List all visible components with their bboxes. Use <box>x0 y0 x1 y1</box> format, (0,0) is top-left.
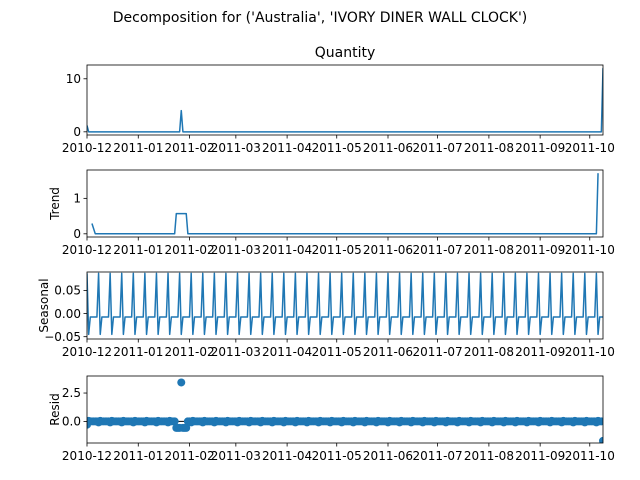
x-tick-label: 2011-07 <box>413 345 463 359</box>
x-tick-label: 2011-02 <box>164 243 214 257</box>
x-tick-label: 2011-09 <box>515 345 565 359</box>
series-line <box>91 173 599 235</box>
x-tick-label: 2011-03 <box>211 243 261 257</box>
y-tick-label: 0.00 <box>54 307 81 321</box>
y-tick-label: 0 <box>73 125 81 139</box>
x-tick-label: 2011-06 <box>363 345 413 359</box>
panel-title: Quantity <box>315 45 376 61</box>
x-tick-label: 2011-09 <box>515 449 565 463</box>
x-tick-label: 2011-10 <box>565 243 615 257</box>
y-tick-label: 0.05 <box>54 284 81 298</box>
figure-suptitle: Decomposition for ('Australia', 'IVORY D… <box>113 10 528 26</box>
y-tick-label: 1 <box>73 192 81 206</box>
plot-area <box>87 68 603 133</box>
x-tick-label: 2011-07 <box>413 243 463 257</box>
resid-point <box>597 417 603 426</box>
plot-area <box>87 378 603 443</box>
x-tick-label: 2011-10 <box>565 345 615 359</box>
resid-point <box>599 436 603 443</box>
y-axis-label: Seasonal <box>37 278 51 332</box>
axes-frame <box>86 271 604 340</box>
x-tick-label: 2011-02 <box>164 449 214 463</box>
x-tick-label: 2011-04 <box>262 449 312 463</box>
y-axis-label: Resid <box>48 393 62 425</box>
x-tick-label: 2011-05 <box>312 449 362 463</box>
x-tick-label: 2011-04 <box>262 141 312 155</box>
resid-point <box>170 417 179 426</box>
x-tick-label: 2011-03 <box>211 449 261 463</box>
x-tick-label: 2011-01 <box>113 243 163 257</box>
resid-point <box>177 378 186 387</box>
x-tick-label: 2011-09 <box>515 243 565 257</box>
x-tick-label: 2011-09 <box>515 141 565 155</box>
y-tick-label: −0.05 <box>44 330 81 344</box>
y-tick-label: 0 <box>73 227 81 241</box>
x-tick-label: 2011-10 <box>565 141 615 155</box>
axes-frame <box>86 169 604 238</box>
x-tick-label: 2011-04 <box>262 243 312 257</box>
x-tick-label: 2011-01 <box>113 345 163 359</box>
series-line <box>87 272 603 336</box>
x-tick-label: 2011-03 <box>211 345 261 359</box>
series-line <box>87 68 603 133</box>
y-tick-label: 10 <box>66 72 81 86</box>
x-tick-label: 2010-12 <box>62 141 112 155</box>
x-tick-label: 2011-02 <box>164 345 214 359</box>
x-tick-label: 2011-07 <box>413 449 463 463</box>
x-tick-label: 2010-12 <box>62 449 112 463</box>
x-tick-label: 2011-06 <box>363 449 413 463</box>
x-tick-label: 2011-05 <box>312 345 362 359</box>
x-tick-label: 2010-12 <box>62 243 112 257</box>
y-tick-label: 0.0 <box>62 415 81 429</box>
resid-point <box>182 423 191 432</box>
x-tick-label: 2011-08 <box>464 449 514 463</box>
x-tick-label: 2011-08 <box>464 141 514 155</box>
x-tick-label: 2011-03 <box>211 141 261 155</box>
x-tick-label: 2011-01 <box>113 449 163 463</box>
x-tick-label: 2011-06 <box>363 141 413 155</box>
x-tick-label: 2011-10 <box>565 449 615 463</box>
axes-frame <box>86 64 604 136</box>
plot-area <box>87 272 603 336</box>
x-tick-label: 2011-08 <box>464 345 514 359</box>
x-tick-label: 2011-08 <box>464 243 514 257</box>
x-tick-label: 2011-06 <box>363 243 413 257</box>
x-tick-label: 2011-05 <box>312 243 362 257</box>
x-tick-label: 2011-02 <box>164 141 214 155</box>
y-tick-label: 2.5 <box>62 386 81 400</box>
y-axis-label: Trend <box>48 187 62 221</box>
axes-frame <box>86 375 604 444</box>
plot-area <box>91 173 599 235</box>
x-tick-label: 2010-12 <box>62 345 112 359</box>
x-tick-label: 2011-01 <box>113 141 163 155</box>
x-tick-label: 2011-05 <box>312 141 362 155</box>
x-tick-label: 2011-04 <box>262 345 312 359</box>
x-tick-label: 2011-07 <box>413 141 463 155</box>
